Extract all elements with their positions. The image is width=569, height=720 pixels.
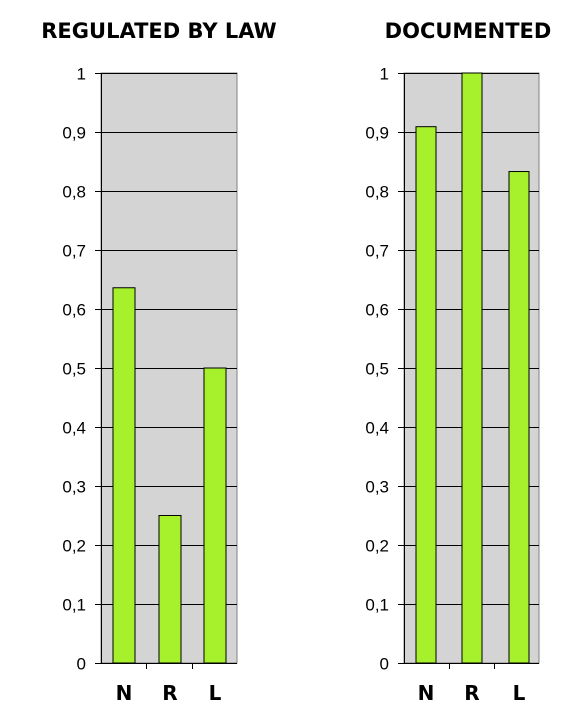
chart-regulated-by-law: REGULATED BY LAW 0 0,1 0,2 0,3 0,4 0,5 0,6 0,7 0… bbox=[41, 19, 276, 705]
y-tick-label: 0,8 bbox=[62, 183, 86, 202]
chart-title: REGULATED BY LAW bbox=[41, 19, 276, 43]
bar-r bbox=[158, 515, 182, 664]
y-tick-label: 0,6 bbox=[62, 301, 86, 320]
y-tick-label: 0,5 bbox=[62, 360, 86, 379]
x-category-label: N bbox=[418, 681, 435, 705]
y-tick-label: 0,1 bbox=[62, 596, 86, 615]
bar-l bbox=[508, 171, 530, 664]
y-tick-label: 0,2 bbox=[365, 537, 389, 556]
bar-n bbox=[415, 126, 437, 664]
bar-l bbox=[203, 367, 227, 664]
y-tick-label: 0,7 bbox=[365, 242, 389, 261]
y-tick-label: 0,3 bbox=[62, 478, 86, 497]
y-tick-label: 0 bbox=[77, 655, 86, 674]
y-tick-label: 0,5 bbox=[365, 360, 389, 379]
y-tick-label: 0,7 bbox=[62, 242, 86, 261]
y-tick-label: 0,9 bbox=[62, 124, 86, 143]
y-tick-label: 0,9 bbox=[365, 124, 389, 143]
chart-title: DOCUMENTED bbox=[385, 19, 552, 43]
x-category-label: L bbox=[513, 681, 526, 705]
bar-r bbox=[461, 72, 483, 664]
y-tick-label: 0,3 bbox=[365, 478, 389, 497]
y-tick-label: 0,6 bbox=[365, 301, 389, 320]
y-tick-label: 0,2 bbox=[62, 537, 86, 556]
y-tick-label: 0 bbox=[380, 655, 389, 674]
y-tick-label: 0,4 bbox=[365, 419, 389, 438]
x-category-label: N bbox=[116, 681, 133, 705]
bar-n bbox=[112, 287, 136, 664]
x-category-label: R bbox=[162, 681, 177, 705]
y-tick-label: 0,4 bbox=[62, 419, 86, 438]
y-tick-label: 1 bbox=[380, 65, 389, 84]
x-category-label: R bbox=[464, 681, 479, 705]
chart-documented: DOCUMENTED 0 0,1 0,2 0,3 0,4 0,5 0,6 0,7 0,8 0,9 1… bbox=[365, 19, 551, 705]
x-category-label: L bbox=[209, 681, 222, 705]
y-tick-label: 0,1 bbox=[365, 596, 389, 615]
y-tick-label: 0,8 bbox=[365, 183, 389, 202]
y-tick-label: 1 bbox=[77, 65, 86, 84]
